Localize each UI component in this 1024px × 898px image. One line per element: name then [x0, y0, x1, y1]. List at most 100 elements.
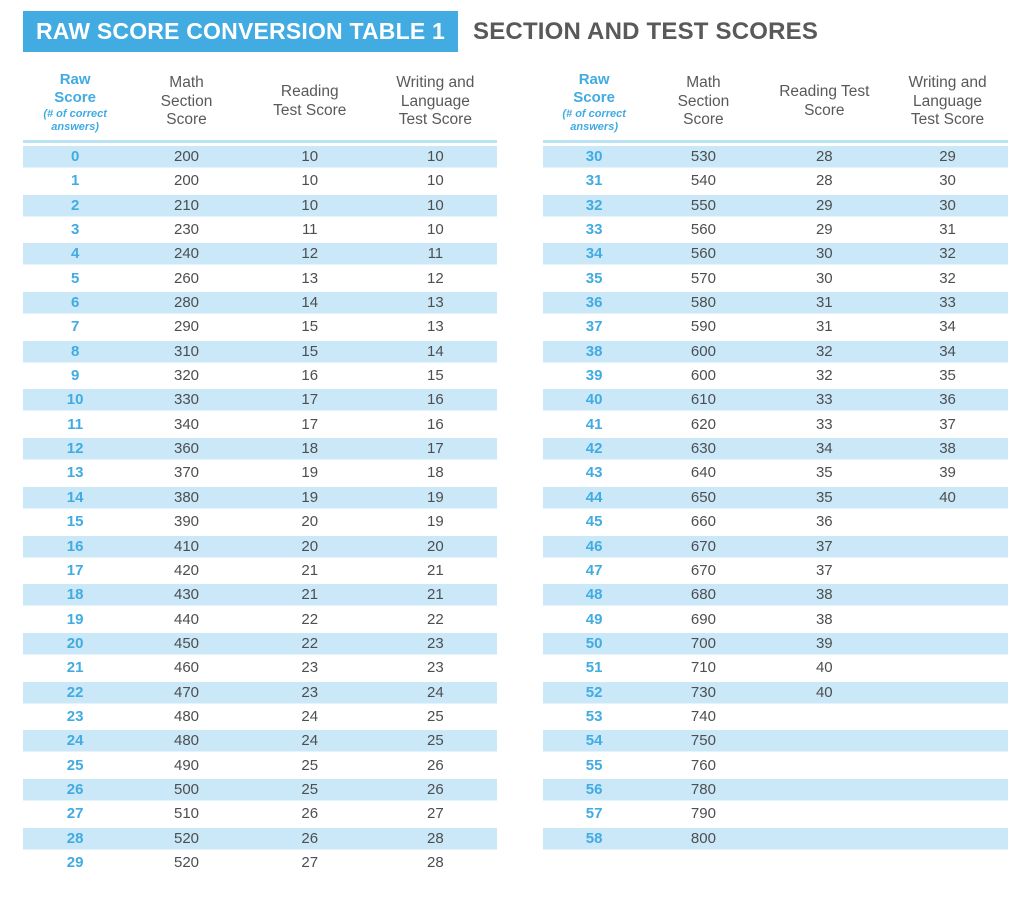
writing-language-test-score-cell: 19 — [427, 513, 444, 531]
math-section-score-cell: 780 — [690, 780, 716, 798]
raw-score-cell: 10 — [66, 391, 84, 409]
math-section-score-cell: 520 — [174, 853, 200, 871]
writing-language-test-score-cell — [887, 633, 1008, 657]
writing-language-test-score-cell: 10 — [427, 148, 444, 165]
raw-score-cell: 24 — [66, 732, 84, 750]
table-row: 58 800 — [543, 827, 1008, 852]
raw-score-cell: 55 — [585, 756, 603, 774]
math-section-score-cell: 370 — [174, 464, 200, 482]
reading-test-score-cell: 16 — [301, 367, 319, 385]
raw-score-note: (# of correct answers) — [562, 108, 626, 133]
table-row: 2 210 10 10 — [23, 194, 497, 220]
reading-test-score-cell: 27 — [301, 853, 319, 871]
raw-score-cell: 12 — [66, 440, 84, 458]
raw-score-cell: 8 — [70, 342, 80, 360]
table-row: 7 290 15 13 — [23, 316, 497, 340]
writing-language-test-score-cell: 17 — [427, 440, 444, 458]
reading-test-score-cell: 10 — [301, 196, 319, 214]
reading-test-score-cell: 26 — [301, 805, 319, 823]
table-row: 40 610 33 36 — [543, 389, 1008, 414]
reading-test-score-cell: 10 — [301, 148, 319, 165]
reading-test-score-cell: 19 — [301, 488, 319, 506]
writing-language-test-score-cell: 29 — [939, 148, 956, 165]
reading-test-score-cell: 31 — [815, 318, 833, 336]
reading-test-score-cell: 24 — [301, 707, 319, 725]
writing-language-test-score-cell: 35 — [939, 367, 956, 385]
writing-language-test-score-cell: 23 — [427, 634, 444, 652]
reading-test-score-cell: 25 — [301, 780, 319, 798]
table-row: 0 200 10 10 — [23, 146, 497, 171]
writing-language-test-score-cell: 25 — [427, 732, 444, 750]
writing-language-test-score-cell: 40 — [939, 488, 956, 506]
writing-language-test-score-cell: 32 — [939, 269, 956, 287]
raw-score-note: (# of correct answers) — [43, 108, 107, 133]
writing-language-test-score-cell — [887, 730, 1008, 754]
reading-test-score-cell: 19 — [301, 464, 319, 482]
math-section-score-cell: 540 — [690, 172, 716, 190]
raw-score-cell: 21 — [66, 659, 84, 677]
table-row: 12 360 18 17 — [23, 438, 497, 463]
reading-test-score-cell: 21 — [301, 561, 319, 579]
reading-test-score-cell: 28 — [815, 172, 833, 190]
writing-language-test-score-cell: 24 — [427, 683, 444, 701]
math-section-score-cell: 200 — [174, 148, 200, 165]
table-row: 29 520 27 28 — [23, 852, 497, 876]
writing-language-test-score-cell: 21 — [427, 561, 444, 579]
raw-score-cell: 11 — [67, 415, 84, 433]
table-row: 33 560 29 31 — [543, 219, 1008, 243]
raw-score-cell: 35 — [585, 269, 603, 287]
table-row: 22 470 23 24 — [23, 681, 497, 706]
math-section-score-cell: 630 — [690, 440, 716, 458]
raw-score-cell: 54 — [585, 732, 603, 750]
title-badge: RAW SCORE CONVERSION TABLE 1 — [23, 11, 458, 52]
writing-language-test-score-cell: 23 — [427, 659, 444, 677]
table-row: 15 390 20 19 — [23, 511, 497, 535]
math-section-score-cell: 650 — [690, 488, 716, 506]
reading-test-score-cell — [762, 779, 888, 803]
math-section-score-cell: 340 — [174, 415, 200, 433]
writing-language-test-score-cell: 26 — [427, 780, 444, 798]
writing-language-test-score-cell: 18 — [427, 464, 444, 482]
raw-score-cell: 50 — [585, 634, 603, 652]
reading-test-score-cell: 24 — [301, 732, 319, 750]
writing-language-test-score-cell: 34 — [939, 342, 956, 360]
raw-score-cell: 29 — [66, 853, 84, 871]
table-row: 51 710 40 — [543, 657, 1008, 681]
reading-test-score-cell: 17 — [301, 391, 319, 409]
reading-test-score-cell: 31 — [815, 294, 833, 312]
writing-language-test-score-cell — [887, 706, 1008, 730]
raw-score-cell: 25 — [66, 756, 84, 774]
table-row: 21 460 23 23 — [23, 657, 497, 681]
math-section-score-cell: 490 — [174, 756, 200, 774]
writing-language-test-score-cell: 37 — [939, 415, 956, 433]
table-row: 18 430 21 21 — [23, 584, 497, 609]
writing-language-test-score-cell: 36 — [939, 391, 956, 409]
table-row: 1 200 10 10 — [23, 170, 497, 194]
writing-language-test-score-cell: 10 — [427, 196, 444, 214]
writing-language-test-score-cell: 32 — [939, 245, 956, 263]
reading-test-score-cell: 30 — [815, 245, 833, 263]
page: RAW SCORE CONVERSION TABLE 1 SECTION AND… — [0, 11, 1024, 876]
reading-test-score-cell: 32 — [815, 367, 833, 385]
reading-test-score-cell: 23 — [301, 683, 319, 701]
column-header-math-section-score: Math Section Score — [160, 73, 213, 129]
table-row: 30 530 28 29 — [543, 146, 1008, 171]
math-section-score-cell: 320 — [174, 367, 200, 385]
writing-language-test-score-cell: 16 — [427, 391, 444, 409]
reading-test-score-cell — [762, 828, 888, 852]
header-rule — [23, 140, 497, 143]
raw-score-cell: 20 — [66, 634, 84, 652]
reading-test-score-cell: 15 — [301, 318, 319, 336]
raw-score-cell: 9 — [70, 367, 80, 385]
reading-test-score-cell: 23 — [301, 659, 319, 677]
math-section-score-cell: 530 — [690, 148, 716, 165]
table-row: 41 620 33 37 — [543, 414, 1008, 438]
math-section-score-cell: 230 — [174, 221, 200, 239]
table-body: 30 530 28 29 31 540 28 30 32 550 29 30 33 560 29 31 34 56… — [543, 146, 1008, 852]
table-row: 6 280 14 13 — [23, 292, 497, 317]
reading-test-score-cell: 33 — [815, 415, 833, 433]
writing-language-test-score-cell: 26 — [427, 756, 444, 774]
math-section-score-cell: 660 — [690, 513, 716, 531]
writing-language-test-score-cell: 33 — [939, 294, 956, 312]
math-section-score-cell: 730 — [690, 683, 716, 701]
